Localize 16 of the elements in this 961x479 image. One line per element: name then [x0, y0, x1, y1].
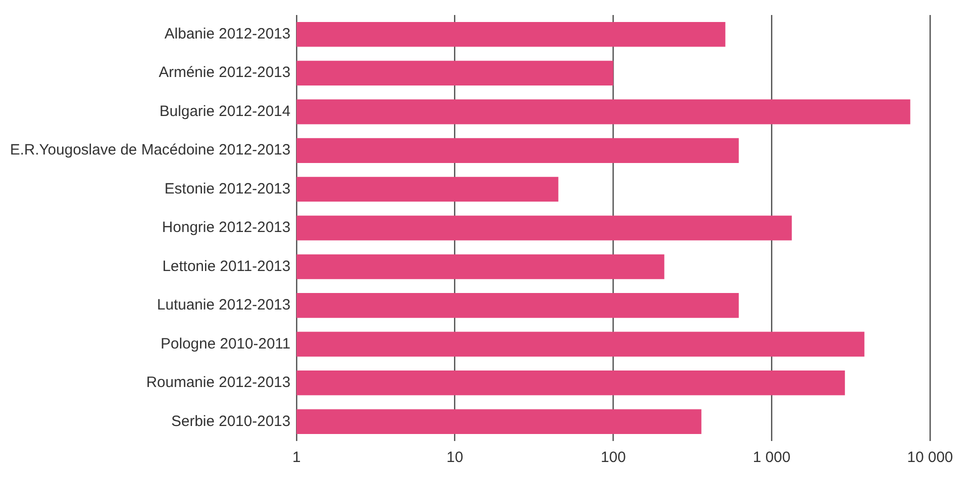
y-tick-label: Bulgarie 2012-2014 [160, 102, 290, 120]
x-tick-label: 10 000 [907, 449, 954, 466]
x-tick-label: 10 [446, 449, 464, 466]
y-tick-label: Albanie 2012-2013 [164, 26, 290, 43]
x-tick-label: 1 000 [752, 449, 790, 466]
x-tick-label: 100 [600, 449, 626, 466]
y-tick-label: Serbie 2010-2013 [171, 412, 290, 430]
y-tick-label: E.R.Yougoslave de Macédoine 2012-2013 [10, 142, 290, 159]
x-tick-label: 1 [292, 449, 301, 466]
y-tick-label: Lutuanie 2012-2013 [157, 296, 290, 314]
y-tick-label: Estonie 2012-2013 [164, 180, 290, 198]
y-tick-label: Pologne 2010-2011 [160, 335, 290, 352]
y-tick-label: Roumanie 2012-2013 [146, 374, 290, 392]
y-tick-label: Hongrie 2012-2013 [162, 219, 290, 236]
y-tick-label: Arménie 2012-2013 [158, 64, 290, 82]
y-tick-label: Lettonie 2011-2013 [162, 258, 290, 275]
